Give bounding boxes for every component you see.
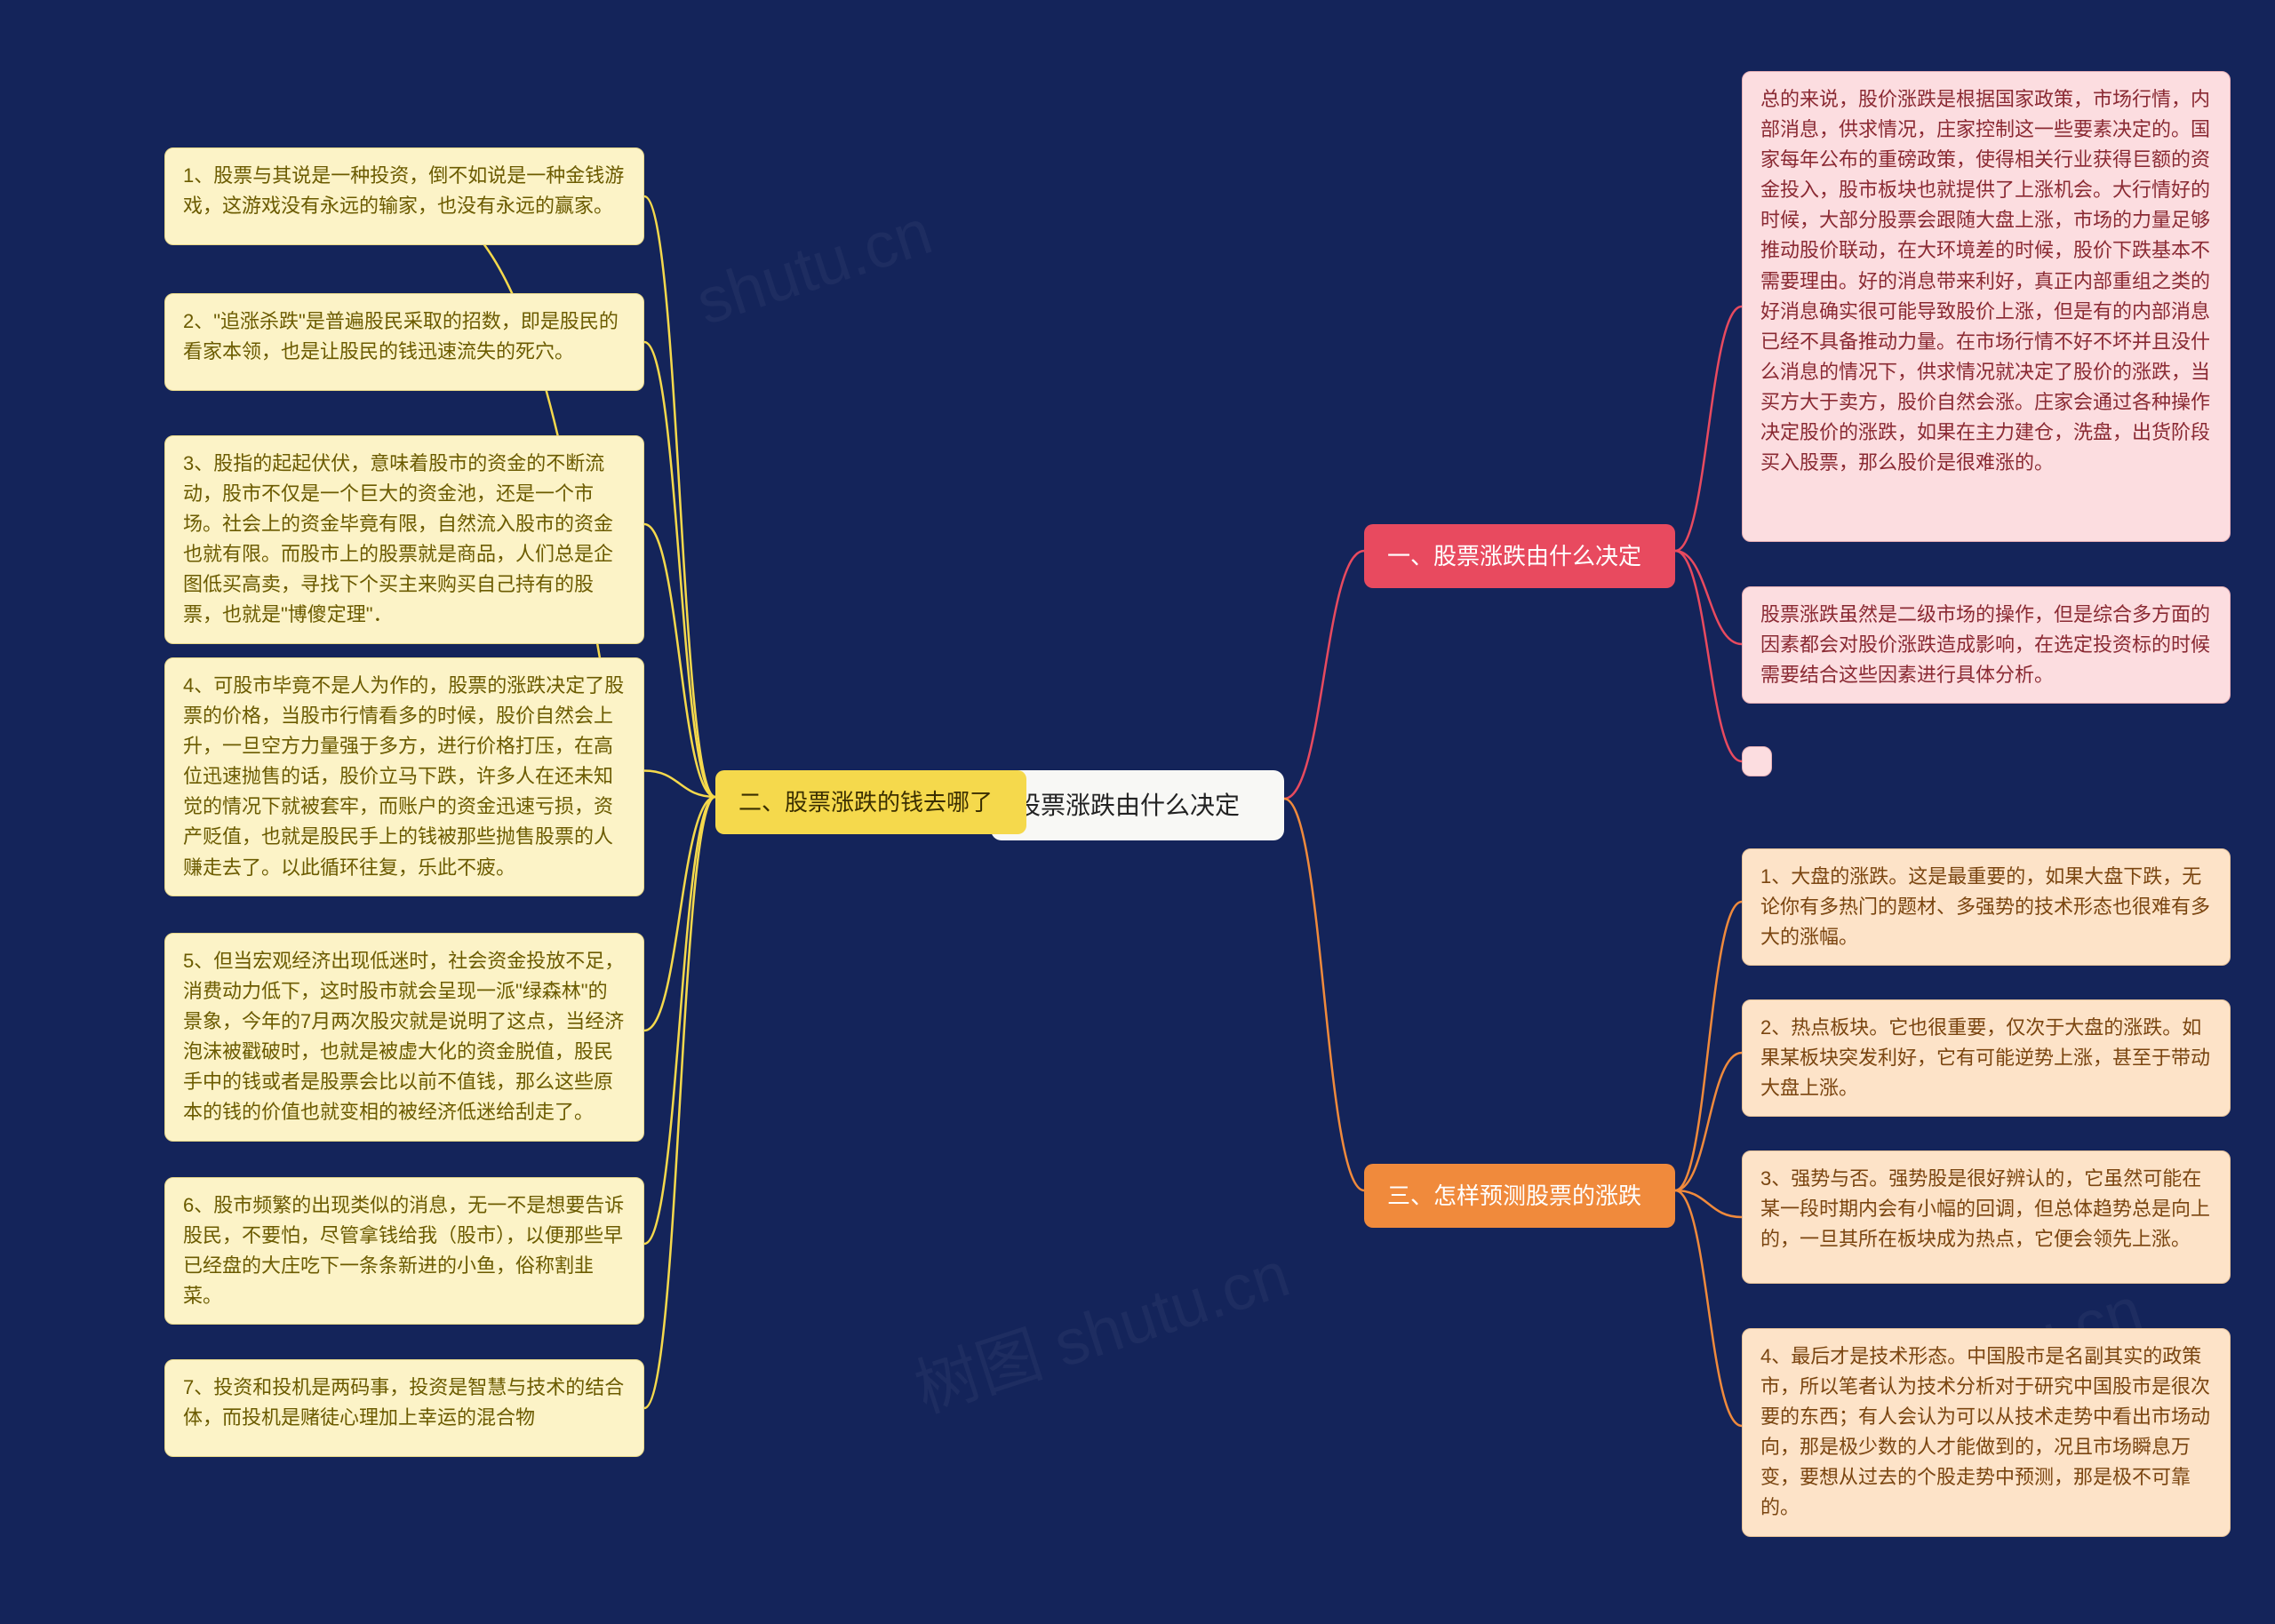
leaf-node[interactable]: 3、强势与否。强势股是很好辨认的，它虽然可能在某一段时期内会有小幅的回调，但总体… (1742, 1150, 2231, 1284)
leaf-node[interactable]: 7、投资和投机是两码事，投资是智慧与技术的结合体，而投机是赌徒心理加上幸运的混合… (164, 1359, 644, 1457)
leaf-node[interactable]: 1、股票与其说是一种投资，倒不如说是一种金钱游戏，这游戏没有永远的输家，也没有永… (164, 147, 644, 245)
leaf-node[interactable]: 总的来说，股价涨跌是根据国家政策，市场行情，内部消息，供求情况，庄家控制这一些要… (1742, 71, 2231, 542)
leaf-node[interactable]: 股票涨跌虽然是二级市场的操作，但是综合多方面的因素都会对股价涨跌造成影响，在选定… (1742, 586, 2231, 704)
leaf-node[interactable]: 1、大盘的涨跌。这是最重要的，如果大盘下跌，无论你有多热门的题材、多强势的技术形… (1742, 848, 2231, 966)
branch-how-to-predict[interactable]: 三、怎样预测股票的涨跌 (1364, 1164, 1675, 1228)
watermark: shutu.cn (688, 195, 940, 339)
watermark: 树图 shutu.cn (901, 1222, 1298, 1430)
branch-money-went-where[interactable]: 二、股票涨跌的钱去哪了 (715, 770, 1026, 834)
leaf-node[interactable]: 2、"追涨杀跌"是普遍股民采取的招数，即是股民的看家本领，也是让股民的钱迅速流失… (164, 293, 644, 391)
mindmap-root[interactable]: 股票涨跌由什么决定 (991, 770, 1284, 840)
leaf-node[interactable]: 4、最后才是技术形态。中国股市是名副其实的政策市，所以笔者认为技术分析对于研究中… (1742, 1328, 2231, 1537)
leaf-node[interactable]: 5、但当宏观经济出现低迷时，社会资金投放不足，消费动力低下，这时股市就会呈现一派… (164, 933, 644, 1142)
leaf-node[interactable]: 6、股市频繁的出现类似的消息，无一不是想要告诉股民，不要怕，尽管拿钱给我（股市）… (164, 1177, 644, 1325)
leaf-node[interactable]: 2、热点板块。它也很重要，仅次于大盘的涨跌。如果某板块突发利好，它有可能逆势上涨… (1742, 999, 2231, 1117)
leaf-node[interactable]: 4、可股市毕竟不是人为作的，股票的涨跌决定了股票的价格，当股市行情看多的时候，股… (164, 657, 644, 896)
branch-what-determines[interactable]: 一、股票涨跌由什么决定 (1364, 524, 1675, 588)
leaf-node-empty[interactable] (1742, 746, 1772, 776)
leaf-node[interactable]: 3、股指的起起伏伏，意味着股市的资金的不断流动，股市不仅是一个巨大的资金池，还是… (164, 435, 644, 644)
